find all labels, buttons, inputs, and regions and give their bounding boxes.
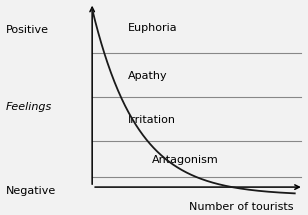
Text: Apathy: Apathy — [128, 71, 168, 81]
Text: Feelings: Feelings — [6, 103, 52, 112]
Text: Euphoria: Euphoria — [128, 23, 177, 33]
Text: Antagonism: Antagonism — [152, 155, 218, 165]
Text: Irritation: Irritation — [128, 115, 176, 125]
Text: Number of tourists: Number of tourists — [189, 202, 294, 212]
Text: Positive: Positive — [6, 25, 49, 35]
Text: Negative: Negative — [6, 186, 56, 196]
